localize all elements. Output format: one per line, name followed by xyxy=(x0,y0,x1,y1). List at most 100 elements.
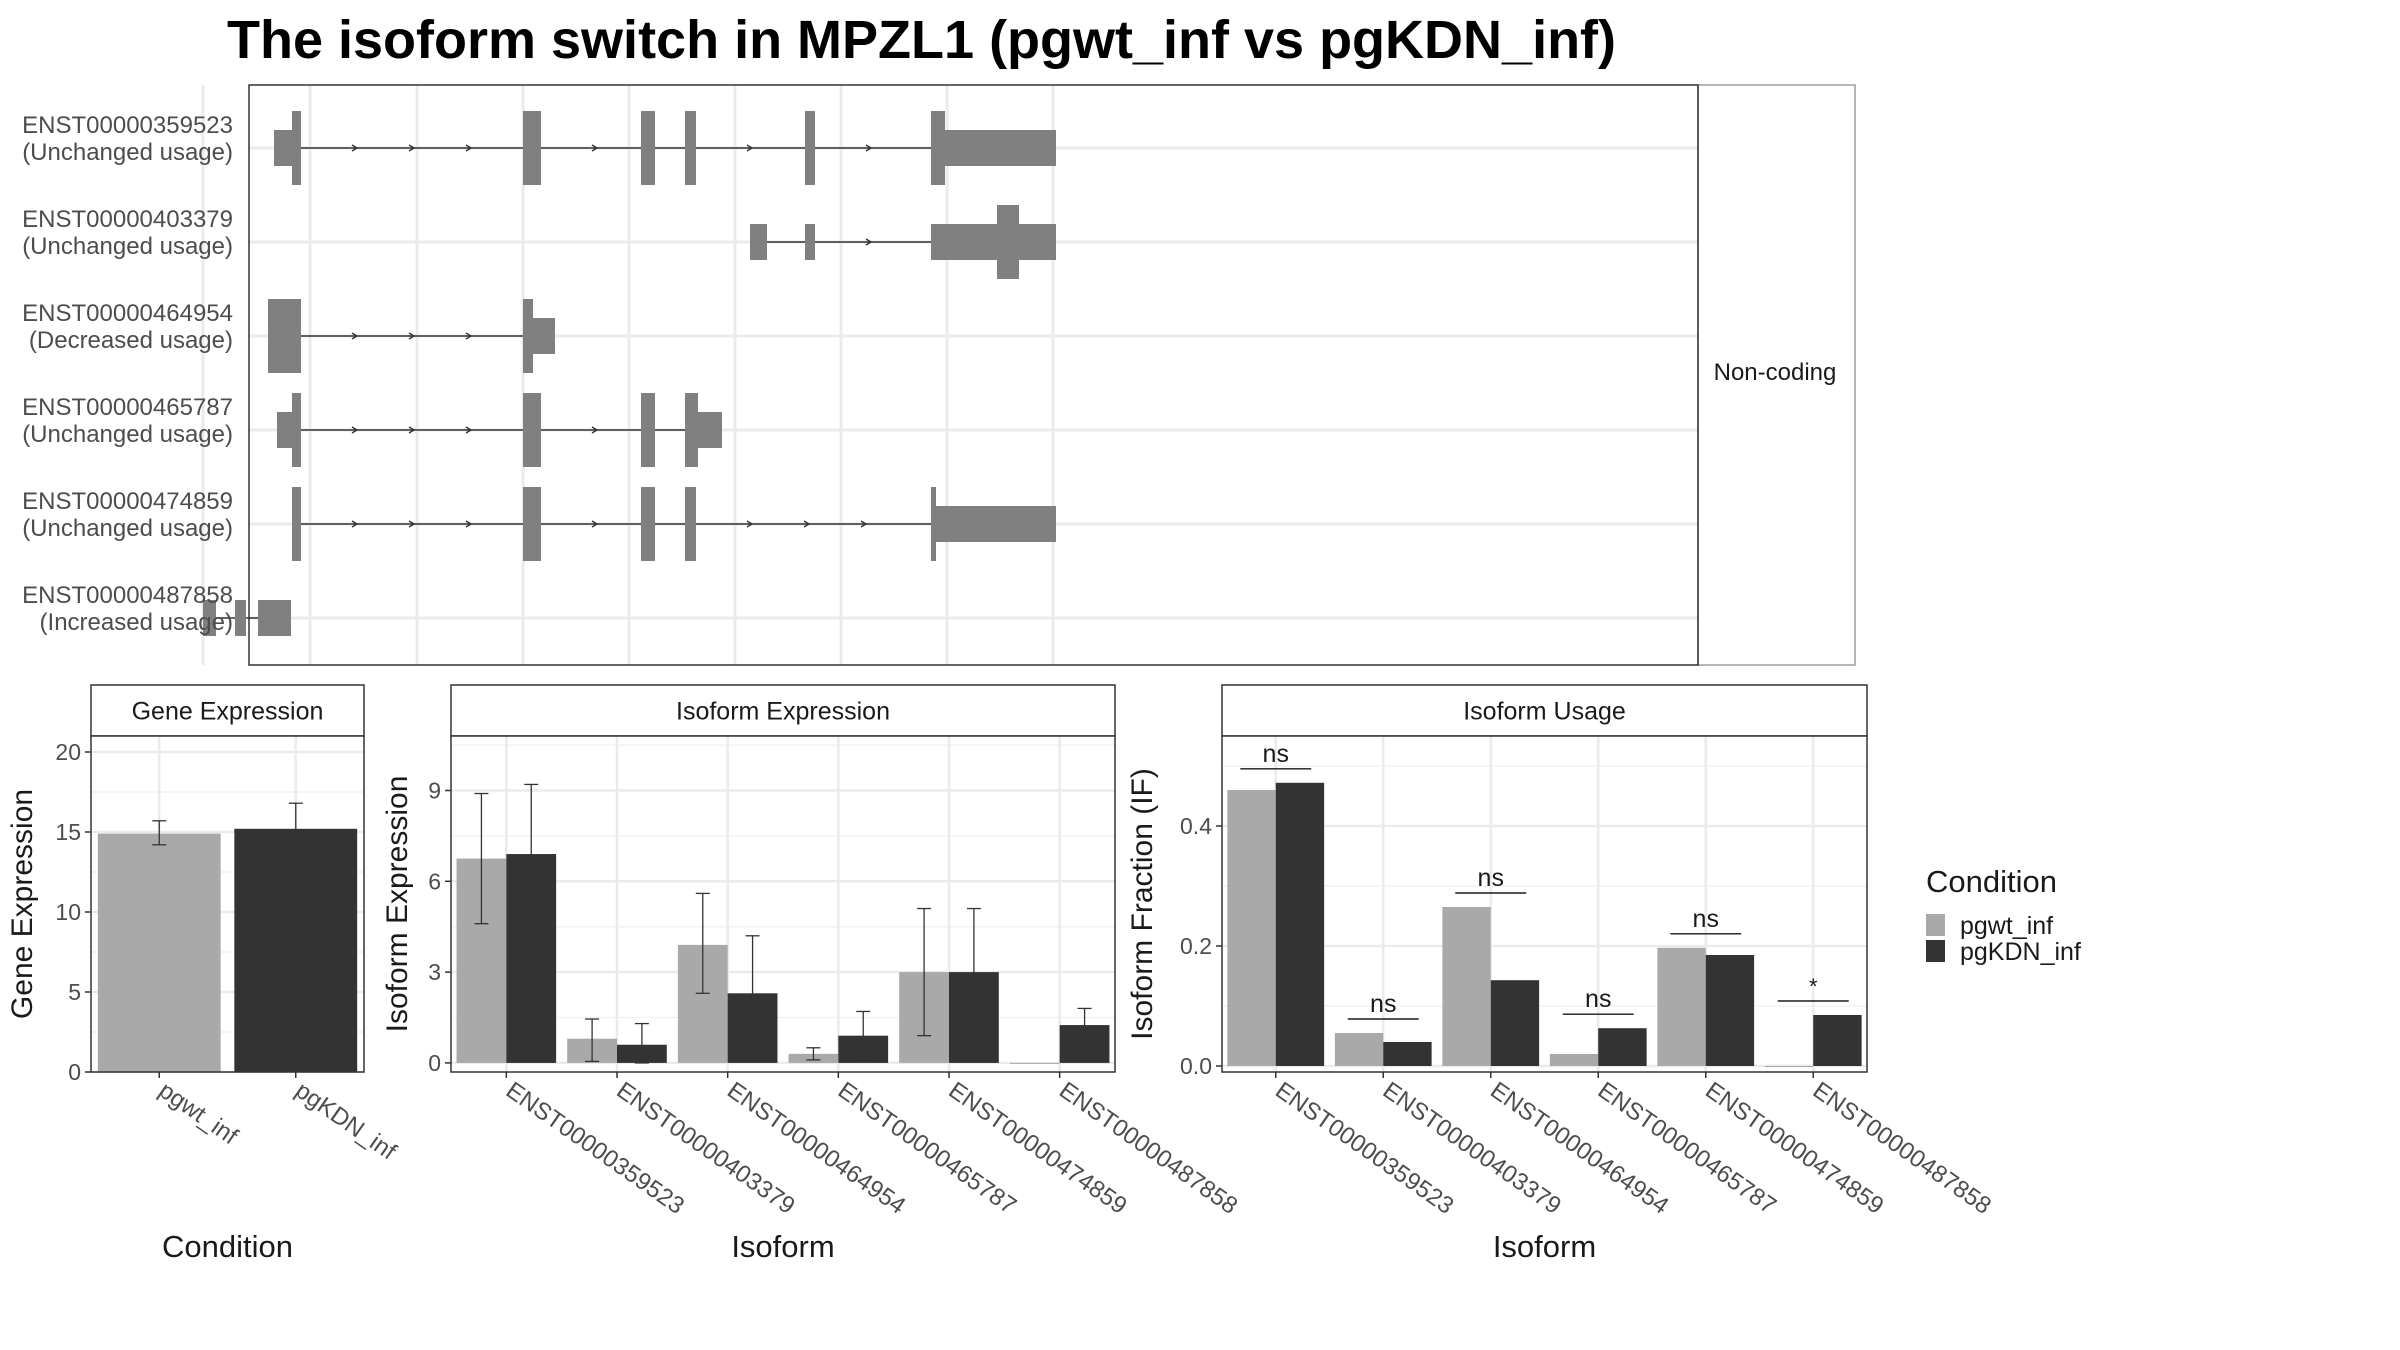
exon-thick xyxy=(931,487,936,561)
gene-expression-panel: Gene Expression 0 5 10 15 20 pgwt_inf pgKDN_inf… xyxy=(6,684,401,1264)
intron-arrow xyxy=(408,332,416,340)
legend: Condition pgwt_inf pgKDN_inf xyxy=(1926,864,2081,966)
significance-label: ns xyxy=(1693,905,1719,933)
panel-background xyxy=(1222,736,1867,1072)
non-coding-strip-label: Non-coding xyxy=(1714,359,1837,386)
exon-thin xyxy=(277,412,292,448)
legend-title: Condition xyxy=(1926,864,2057,899)
intron-arrow xyxy=(746,520,754,528)
x-tick-label: ENST00000359523 xyxy=(501,1077,689,1220)
structure-panel-background xyxy=(249,85,1698,665)
panel-border xyxy=(1221,735,1868,1073)
y-tick-label: 0.4 xyxy=(1180,813,1212,839)
x-tick-label: ENST00000487858 xyxy=(1808,1077,1996,1220)
isoform-status-label: (Unchanged usage) xyxy=(22,421,233,448)
significance-label: ns xyxy=(1370,990,1396,1018)
non-coding-strip xyxy=(1697,84,1856,666)
intron-arrow xyxy=(351,520,359,528)
exon-thin xyxy=(533,318,555,354)
isoform-status-label: (Unchanged usage) xyxy=(22,515,233,542)
exon-thick xyxy=(997,205,1019,279)
y-axis-title: Gene Expression xyxy=(6,789,39,1019)
isoform-id-label: ENST00000359523 xyxy=(22,112,233,139)
intron-arrow xyxy=(408,144,416,152)
isoform-usage-panel: Isoform Usage0.00.20.4ENST00000359523ENS… xyxy=(1126,684,1996,1264)
chart-title: The isoform switch in MPZL1 (pgwt_inf vs… xyxy=(227,10,1616,70)
x-tick-label: ENST00000403379 xyxy=(1378,1077,1566,1220)
significance-label: ns xyxy=(1585,985,1611,1013)
isoform-structure-panel: ENST00000359523(Unchanged usage)ENST0000… xyxy=(22,84,1856,666)
x-axis-title: Isoform xyxy=(1493,1229,1596,1264)
panel-strip-label: Gene Expression xyxy=(132,698,324,726)
exon-thin xyxy=(698,412,722,448)
bar xyxy=(1657,947,1706,1066)
exon-thin xyxy=(203,600,216,636)
intron-arrow xyxy=(591,426,599,434)
intron-arrow xyxy=(408,426,416,434)
y-tick-label: 0.0 xyxy=(1180,1053,1212,1079)
legend-label-pgkdn-inf: pgKDN_inf xyxy=(1960,938,2081,966)
y-tick-label: 9 xyxy=(428,777,441,803)
x-tick-label: ENST00000359523 xyxy=(1270,1077,1458,1220)
structure-panel-border xyxy=(248,84,1699,666)
bar xyxy=(1383,1042,1432,1066)
x-tick-label: ENST00000474859 xyxy=(1700,1077,1888,1220)
exon-thick xyxy=(523,111,541,185)
intron-arrow xyxy=(746,144,754,152)
bar xyxy=(1764,1066,1814,1067)
y-axis-title: Isoform Expression xyxy=(381,776,414,1033)
bar xyxy=(234,828,358,1072)
x-tick-label: ENST00000487858 xyxy=(1054,1077,1242,1220)
bar xyxy=(1334,1033,1384,1066)
x-tick-label: pgKDN_inf xyxy=(290,1077,401,1166)
isoform-id-label: ENST00000464954 xyxy=(22,300,233,327)
intron-arrow xyxy=(465,520,473,528)
bar xyxy=(1442,907,1491,1066)
exon-thick xyxy=(641,111,655,185)
intron-arrow xyxy=(465,332,473,340)
exon-thick xyxy=(292,111,301,185)
x-tick-label: ENST00000464954 xyxy=(722,1077,910,1220)
bar xyxy=(1009,1062,1060,1064)
y-tick-label: 20 xyxy=(55,739,81,765)
x-tick-label: ENST00000465787 xyxy=(1593,1077,1781,1220)
exon-thick xyxy=(523,299,533,373)
exon-thick xyxy=(268,299,301,373)
bar xyxy=(1549,1054,1599,1066)
bar xyxy=(97,833,221,1072)
y-tick-label: 5 xyxy=(68,979,81,1005)
exon-thin xyxy=(945,130,1056,166)
exon-thick xyxy=(292,487,301,561)
exon-thin xyxy=(274,130,292,166)
x-tick-label: ENST00000474859 xyxy=(944,1077,1132,1220)
isoform-id-label: ENST00000403379 xyxy=(22,206,233,233)
panel-background xyxy=(451,736,1115,1072)
exon-thin xyxy=(1019,224,1056,260)
isoform-status-label: (Unchanged usage) xyxy=(22,139,233,166)
y-tick-label: 0 xyxy=(68,1059,81,1085)
panel-strip xyxy=(450,684,1116,737)
bar xyxy=(1490,980,1540,1066)
x-tick-label: ENST00000464954 xyxy=(1485,1077,1673,1220)
exon-thick xyxy=(641,393,655,467)
exon-thick xyxy=(523,393,541,467)
isoform-status-label: (Decreased usage) xyxy=(29,327,233,354)
bar xyxy=(1227,790,1276,1066)
panel-strip xyxy=(1221,684,1868,737)
isoform-id-label: ENST00000487858 xyxy=(22,582,233,609)
exon-thick xyxy=(805,111,815,185)
x-tick-label: pgwt_inf xyxy=(154,1077,243,1151)
exon-thin xyxy=(931,224,997,260)
exon-thin xyxy=(235,600,246,636)
panel-strip-label: Isoform Usage xyxy=(1463,698,1626,726)
intron-arrow xyxy=(465,144,473,152)
y-tick-label: 15 xyxy=(55,819,81,845)
intron-arrow xyxy=(351,426,359,434)
isoform-status-label: (Unchanged usage) xyxy=(22,233,233,260)
exon-thick xyxy=(685,487,696,561)
intron-arrow xyxy=(591,144,599,152)
exon-thin xyxy=(258,600,291,636)
intron-arrow xyxy=(591,520,599,528)
exon-thick xyxy=(523,487,541,561)
legend-key-pgwt-inf xyxy=(1926,914,1945,936)
